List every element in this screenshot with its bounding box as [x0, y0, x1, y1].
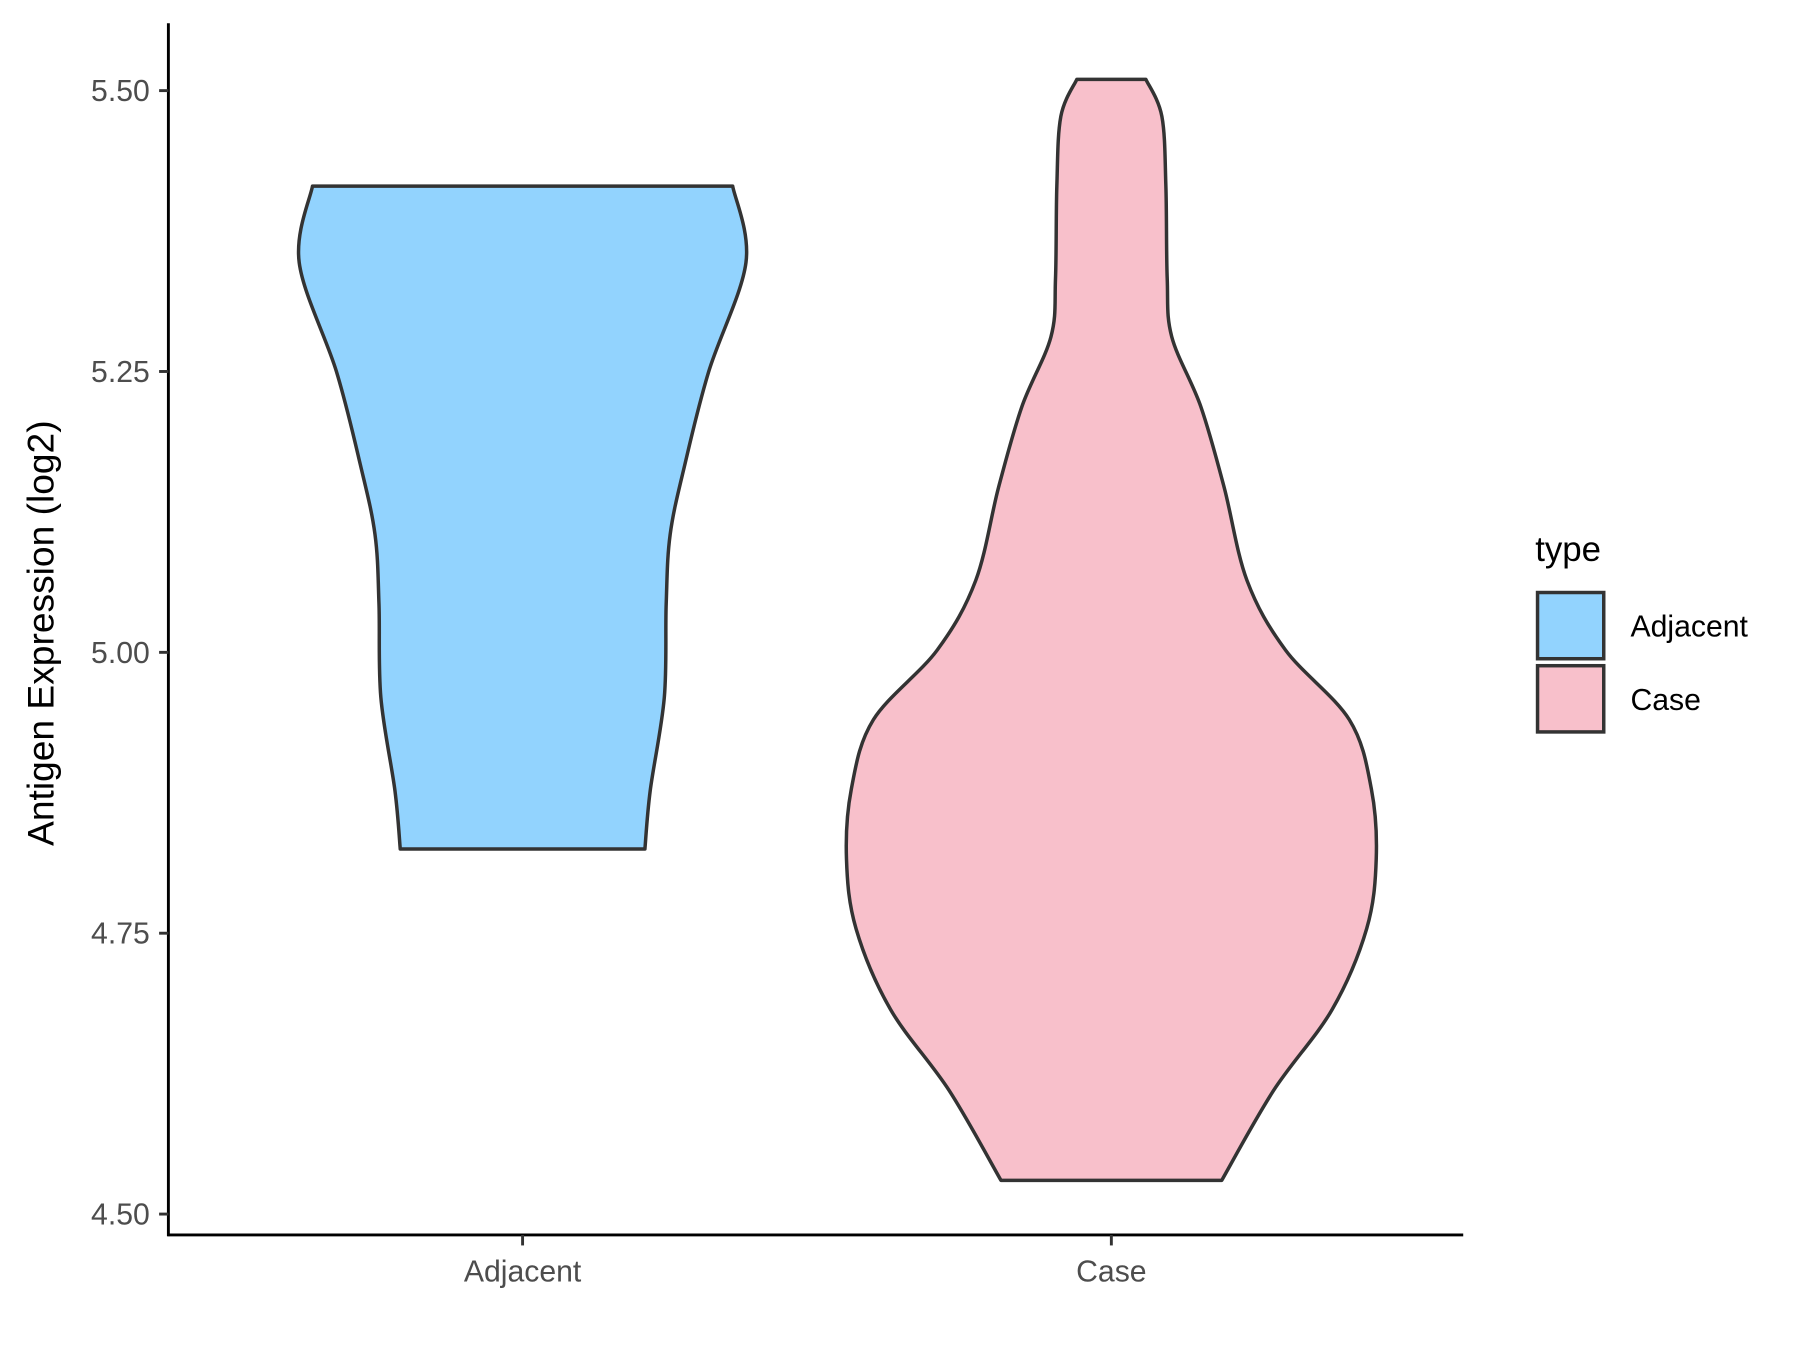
- violin-case: [844, 77, 1379, 1183]
- y-axis-label: Antigen Expression (log2): [19, 420, 61, 846]
- y-tick-label: 5.25: [91, 356, 150, 389]
- legend: Adjacent Case: [1535, 590, 1749, 734]
- x-tick-label: Case: [1076, 1255, 1146, 1288]
- y-tick-label: 4.50: [91, 1199, 150, 1232]
- x-ticks: Adjacent Case: [464, 1234, 1147, 1288]
- y-ticks: 4.50 4.75 5.00 5.25 5.50: [91, 75, 169, 1232]
- y-tick-label: 5.00: [91, 637, 150, 670]
- legend-title: type: [1535, 530, 1601, 569]
- violins: [296, 77, 1379, 1183]
- legend-label: Case: [1630, 684, 1700, 717]
- y-tick-label: 5.50: [91, 75, 150, 108]
- x-tick-label: Adjacent: [464, 1255, 582, 1288]
- legend-key-case: [1535, 663, 1606, 734]
- legend-key-adjacent: [1535, 590, 1606, 661]
- violin-adjacent: [296, 184, 749, 851]
- legend-label: Adjacent: [1630, 611, 1748, 644]
- y-tick-label: 4.75: [91, 918, 150, 951]
